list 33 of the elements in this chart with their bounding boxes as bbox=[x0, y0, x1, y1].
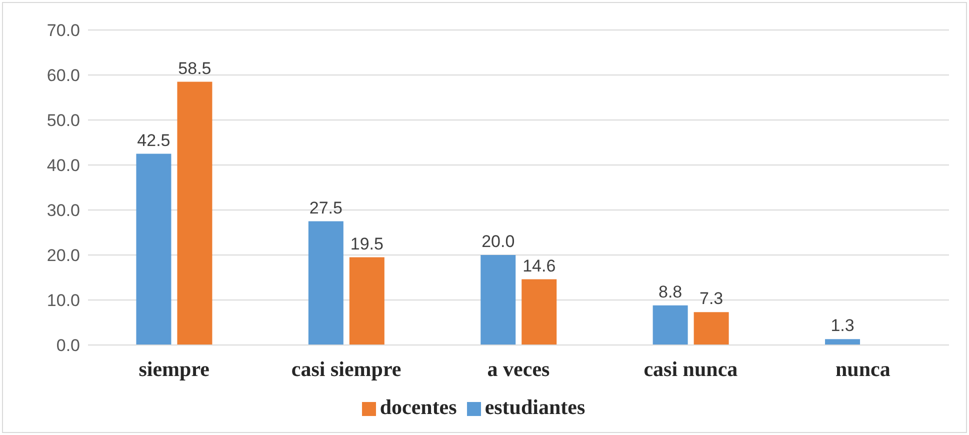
bar bbox=[349, 257, 384, 345]
legend-label: docentes bbox=[380, 395, 457, 419]
data-label: 20.0 bbox=[482, 232, 515, 251]
data-label: 27.5 bbox=[309, 198, 342, 218]
data-label: 42.5 bbox=[137, 130, 170, 150]
x-tick-label: a veces bbox=[487, 356, 550, 381]
y-tick-label: 70.0 bbox=[46, 21, 80, 40]
bar bbox=[136, 154, 172, 345]
bar bbox=[480, 255, 516, 345]
bar bbox=[652, 305, 688, 345]
x-tick-label: casi nunca bbox=[644, 356, 738, 381]
data-label: 58.5 bbox=[178, 58, 212, 78]
bar bbox=[308, 221, 344, 345]
x-tick-label: casi siempre bbox=[291, 356, 402, 381]
bar bbox=[522, 279, 557, 345]
y-tick-label: 60.0 bbox=[46, 66, 80, 86]
bar bbox=[177, 82, 212, 345]
data-label: 1.3 bbox=[830, 316, 854, 336]
legend-label: estudiantes bbox=[484, 395, 586, 419]
y-tick-label: 30.0 bbox=[46, 201, 80, 220]
y-tick-label: 40.0 bbox=[46, 156, 80, 176]
data-label: 19.5 bbox=[350, 234, 384, 254]
data-label: 7.3 bbox=[699, 289, 724, 308]
bar bbox=[694, 312, 729, 345]
x-tick-label: siempre bbox=[138, 356, 210, 381]
bar bbox=[825, 339, 860, 345]
y-tick-label: 20.0 bbox=[46, 246, 80, 266]
y-tick-label: 10.0 bbox=[46, 291, 80, 310]
x-tick-label: nunca bbox=[835, 356, 891, 381]
data-label: 14.6 bbox=[522, 256, 556, 276]
y-tick-label: 50.0 bbox=[46, 111, 80, 130]
y-tick-label: 0.0 bbox=[56, 336, 80, 356]
data-label: 8.8 bbox=[658, 282, 682, 302]
